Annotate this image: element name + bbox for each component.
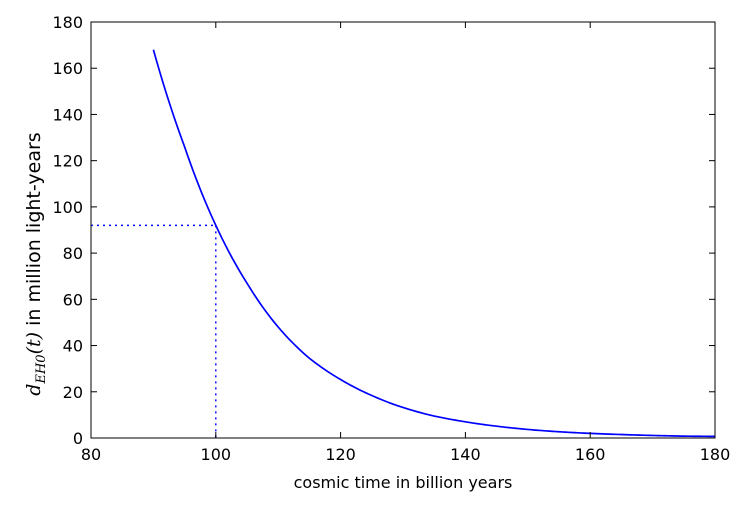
y-axis-label-subscript: EH0 (34, 354, 49, 384)
y-tick-label: 160 (52, 59, 83, 78)
y-tick-label: 60 (63, 290, 83, 309)
y-tick-label: 100 (52, 198, 83, 217)
y-axis-label-text: in million light-years (23, 132, 45, 332)
y-tick-label: 120 (52, 152, 83, 171)
y-axis-label-symbol: d (23, 384, 45, 396)
y-tick-label: 40 (63, 337, 83, 356)
x-tick-label: 100 (201, 445, 232, 464)
x-tick-label: 80 (81, 445, 101, 464)
y-tick-label: 20 (63, 383, 83, 402)
y-axis-label-argument: (t) (23, 332, 45, 354)
y-tick-label: 180 (52, 13, 83, 32)
svg-text:dEH0(t) in million light-years: dEH0(t) in million light-years (23, 132, 49, 395)
y-tick-label: 140 (52, 105, 83, 124)
x-tick-label: 140 (450, 445, 481, 464)
y-axis-label: dEH0(t) in million light-years (23, 132, 49, 395)
plot-area (90, 21, 716, 439)
x-tick-label: 180 (700, 445, 731, 464)
y-tick-label: 0 (73, 429, 83, 448)
series-line (152, 49, 716, 438)
x-tick-label: 120 (325, 445, 356, 464)
plot-frame (90, 21, 716, 439)
y-tick-label: 80 (63, 244, 83, 263)
axis-ticks: 80 100 120 140 160 180 0 20 40 60 80 100 120 140 160 18… (52, 13, 730, 464)
x-tick-label: 160 (575, 445, 606, 464)
x-axis-label: cosmic time in billion years (294, 473, 513, 492)
